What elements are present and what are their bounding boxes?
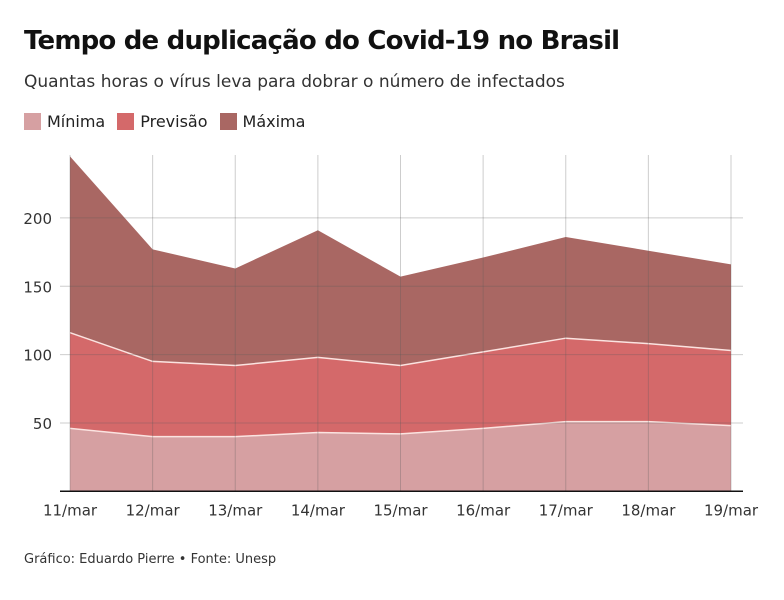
y-tick-label: 200 bbox=[23, 210, 52, 228]
legend-label: Máxima bbox=[242, 112, 306, 131]
x-tick-label: 16/mar bbox=[456, 501, 511, 519]
legend-item-minima: Mínima bbox=[24, 112, 105, 131]
x-tick-label: 15/mar bbox=[373, 501, 428, 519]
chart-subtitle: Quantas horas o vírus leva para dobrar o… bbox=[24, 72, 565, 92]
legend-swatch bbox=[117, 113, 135, 130]
line-previsão bbox=[69, 332, 732, 367]
y-tick-label: 150 bbox=[23, 278, 52, 296]
x-tick-label: 18/mar bbox=[621, 501, 676, 519]
legend-label: Previsão bbox=[140, 112, 208, 131]
x-tick-label: 11/mar bbox=[43, 501, 98, 519]
area-mínima bbox=[70, 421, 731, 492]
source-credit: Gráfico: Eduardo Pierre • Fonte: Unesp bbox=[24, 552, 277, 567]
x-tick-label: 12/mar bbox=[126, 501, 181, 519]
x-tick-label: 14/mar bbox=[291, 501, 346, 519]
legend-swatch bbox=[219, 113, 237, 130]
legend-swatch bbox=[24, 113, 41, 130]
x-tick-label: 19/mar bbox=[704, 501, 759, 519]
y-tick-label: 100 bbox=[23, 347, 52, 365]
legend-item-maxima: Máxima bbox=[219, 112, 306, 131]
x-tick-label: 17/mar bbox=[539, 501, 594, 519]
legend-item-previsao: Previsão bbox=[117, 112, 208, 131]
x-tick-label: 13/mar bbox=[208, 501, 263, 519]
legend: Mínima Previsão Máxima bbox=[24, 112, 305, 131]
line-mínima bbox=[69, 420, 732, 438]
legend-label: Mínima bbox=[47, 112, 106, 131]
chart-title: Tempo de duplicação do Covid-19 no Brasi… bbox=[24, 26, 620, 56]
y-tick-label: 50 bbox=[33, 415, 52, 433]
